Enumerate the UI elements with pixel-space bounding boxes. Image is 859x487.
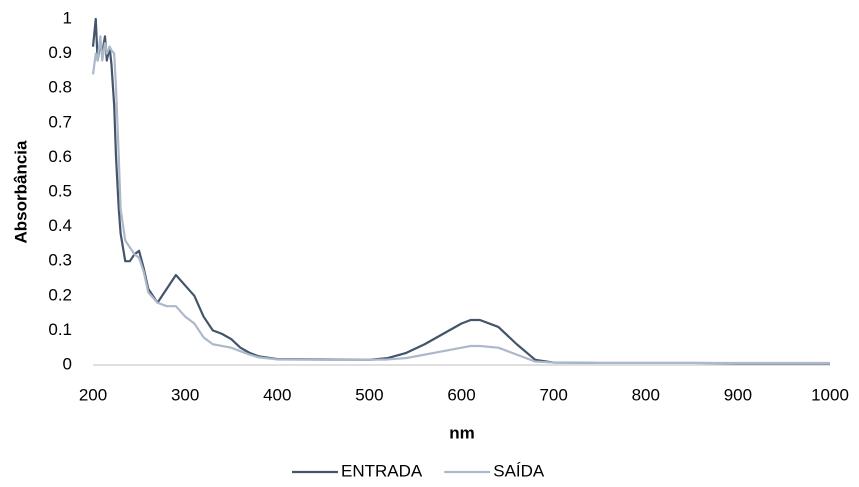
y-tick-label: 0.8 — [48, 78, 72, 97]
y-tick-label: 0.7 — [48, 112, 72, 131]
legend-label: ENTRADA — [341, 461, 423, 480]
y-tick-label: 0.5 — [48, 181, 72, 200]
y-tick-label: 0.9 — [48, 43, 72, 62]
y-tick-label: 0 — [63, 354, 72, 373]
x-tick-label: 1000 — [811, 385, 849, 404]
x-tick-label: 200 — [79, 385, 107, 404]
y-tick-label: 1 — [63, 8, 72, 27]
x-tick-label: 800 — [632, 385, 660, 404]
y-tick-label: 0.6 — [48, 147, 72, 166]
x-tick-label: 900 — [724, 385, 752, 404]
legend-label: SAÍDA — [493, 461, 545, 480]
y-tick-label: 0.4 — [48, 216, 72, 235]
x-tick-label: 300 — [171, 385, 199, 404]
x-axis-title: nm — [449, 423, 475, 442]
x-tick-label: 600 — [447, 385, 475, 404]
x-tick-label: 400 — [263, 385, 291, 404]
data-line — [91, 17, 830, 365]
x-tick-label: 500 — [355, 385, 383, 404]
y-tick-label: 0.2 — [48, 285, 72, 304]
y-tick-label: 0.3 — [48, 251, 72, 270]
data-line — [91, 35, 830, 365]
y-axis-title: Absorbância — [11, 140, 30, 244]
x-tick-label: 700 — [539, 385, 567, 404]
y-tick-label: 0.1 — [48, 320, 72, 339]
